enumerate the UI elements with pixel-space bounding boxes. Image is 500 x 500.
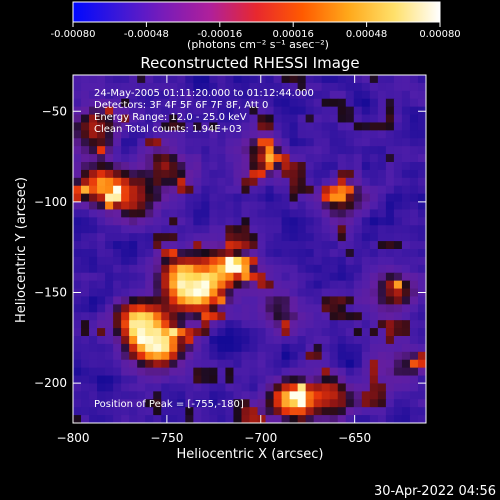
y-tick-label: −100 <box>34 195 67 209</box>
x-axis-ticks: −800 −750 −700 −650 <box>57 75 371 445</box>
colorbar-tick-label: 0.00048 <box>346 29 387 40</box>
colorbar-tick-label: -0.00080 <box>51 29 96 40</box>
plot-frame <box>72 74 427 424</box>
x-tick-label: −750 <box>150 431 183 445</box>
annotation-peak-position: Position of Peak = [-755,-180] <box>94 399 244 410</box>
x-tick-label: −700 <box>244 431 277 445</box>
annotation-detectors: Detectors: 3F 4F 5F 6F 7F 8F, Att 0 <box>94 100 268 111</box>
colorbar <box>72 1 441 23</box>
y-axis-label: Heliocentric Y (arcsec) <box>14 177 29 323</box>
annotation-time-range: 24-May-2005 01:11:20.000 to 01:12:44.000 <box>94 88 314 99</box>
annotation-counts: Clean Total counts: 1.94E+03 <box>94 124 242 135</box>
y-tick-label: −50 <box>42 104 67 118</box>
colorbar-tick-label: -0.00016 <box>197 29 242 40</box>
x-tick-label: −800 <box>57 431 90 445</box>
x-tick-label: −650 <box>338 431 371 445</box>
y-axis-ticks: −50 −100 −150 −200 <box>34 104 426 390</box>
footer-date: 30-Apr-2022 04:56 <box>374 484 496 499</box>
colorbar-ticks: -0.00080 -0.00048 -0.00016 0.00016 0.00048 0.… <box>51 22 461 40</box>
y-tick-label: −200 <box>34 376 67 390</box>
y-tick-label: −150 <box>34 286 67 300</box>
colorbar-tick-label: 0.00016 <box>273 29 314 40</box>
colorbar-unit: (photons cm⁻² s⁻¹ asec⁻²) <box>187 38 329 51</box>
colorbar-tick-label: -0.00048 <box>124 29 169 40</box>
chart-title: Reconstructed RHESSI Image <box>140 54 359 72</box>
colorbar-tick-label: 0.00080 <box>419 29 460 40</box>
x-axis-label: Heliocentric X (arcsec) <box>177 447 324 462</box>
heatmap-image <box>73 75 426 423</box>
annotation-energy-range: Energy Range: 12.0 - 25.0 keV <box>94 112 247 123</box>
